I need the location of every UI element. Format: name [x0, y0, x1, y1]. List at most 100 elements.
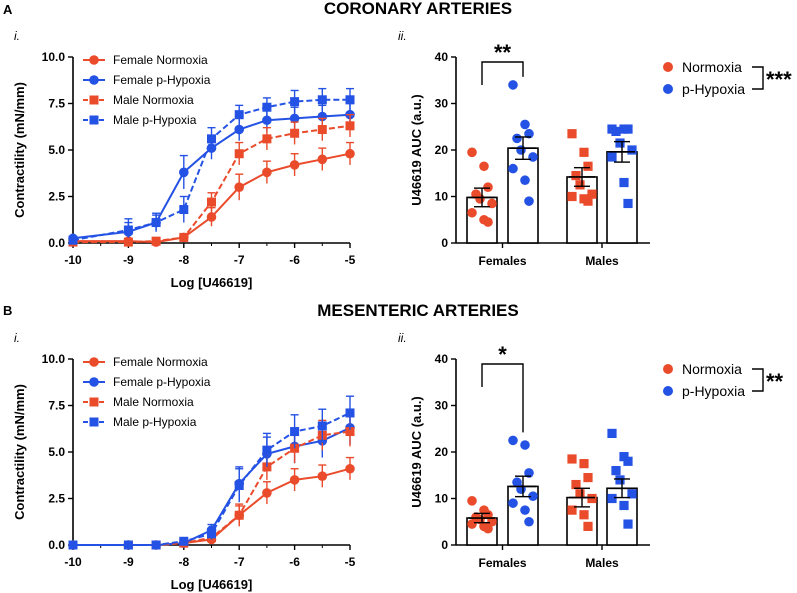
- x-tick-label: -10: [64, 253, 82, 267]
- data-point: [262, 445, 272, 455]
- data-point: [524, 516, 534, 527]
- y-tick-label: 40: [435, 352, 449, 366]
- data-point: [487, 198, 497, 209]
- series-line: [73, 426, 351, 546]
- panel-letter-b: B: [3, 303, 12, 318]
- legend-marker: [89, 357, 99, 367]
- y-axis-label: Contractility (mN/mm): [12, 82, 27, 218]
- bar: [606, 151, 638, 244]
- data-point: [289, 113, 300, 124]
- panel-a-i-label: i.: [14, 29, 20, 43]
- data-point: [290, 97, 300, 107]
- data-point: [68, 235, 78, 245]
- y-tick-label: 0.0: [48, 236, 65, 250]
- legend-marker: [663, 364, 673, 374]
- data-point: [179, 205, 189, 215]
- data-point: [516, 145, 526, 155]
- data-point: [317, 125, 327, 135]
- data-point: [619, 500, 629, 511]
- legend-marker: [89, 397, 99, 407]
- data-point: [234, 480, 244, 490]
- y-tick-label: 2.5: [48, 190, 65, 204]
- y-tick-label: 10: [435, 190, 449, 204]
- data-point: [528, 152, 538, 162]
- mesenteric-bar-chart: 0 10 20 30 40 U46619 AUC (a.u.) Females Males * N…: [409, 342, 784, 570]
- data-point: [345, 148, 355, 159]
- data-point: [524, 196, 534, 206]
- significance-label: *: [498, 342, 507, 367]
- data-point: [234, 110, 244, 120]
- panel-b-ii-label: ii.: [398, 331, 407, 345]
- data-point: [567, 191, 577, 202]
- data-point: [623, 519, 633, 529]
- data-point: [345, 463, 355, 474]
- x-tick-label: -7: [234, 555, 245, 569]
- data-point: [508, 80, 518, 90]
- legend-label: p-Hypoxia: [682, 383, 745, 399]
- coronary-bar-chart: 0 10 20 30 40 U46619 AUC (a.u.) Females Males **…: [409, 40, 792, 268]
- data-point: [520, 175, 530, 186]
- data-point: [483, 523, 493, 534]
- y-tick-label: 10.0: [42, 352, 66, 366]
- data-point: [611, 466, 621, 476]
- data-point: [583, 521, 593, 531]
- y-tick-label: 5.0: [48, 143, 65, 157]
- data-point: [151, 540, 161, 550]
- data-point: [579, 147, 589, 157]
- data-point: [623, 456, 633, 466]
- significance-label: **: [494, 40, 512, 65]
- data-point: [508, 163, 518, 174]
- data-point: [234, 182, 244, 192]
- data-point: [524, 128, 534, 139]
- y-tick-label: 20: [435, 143, 449, 157]
- y-tick-label: 0.0: [48, 538, 65, 552]
- x-tick-label: -5: [345, 253, 356, 267]
- category-label: Females: [478, 556, 526, 570]
- panel-a-ii-label: ii.: [398, 29, 407, 43]
- data-point: [207, 197, 216, 207]
- data-point: [520, 505, 530, 515]
- data-point: [467, 496, 477, 506]
- series-line: [73, 430, 351, 546]
- x-tick-label: -7: [234, 253, 245, 267]
- data-point: [512, 133, 522, 144]
- data-point: [290, 128, 300, 138]
- y-tick-label: 30: [435, 97, 449, 111]
- x-axis-label: Log [U46619]: [171, 275, 253, 290]
- data-point: [179, 167, 189, 178]
- data-point: [290, 427, 300, 437]
- category-label: Males: [585, 556, 619, 570]
- data-point: [623, 198, 633, 209]
- coronary-line-chart: 0.0 2.5 5.0 7.5 10.0 -10 -9 -8 -7 -6 -5 Log [U46619…: [12, 50, 356, 290]
- data-point: [179, 536, 189, 546]
- data-point: [615, 138, 625, 148]
- legend-label: Female p-Hypoxia: [113, 375, 211, 389]
- data-point: [68, 540, 78, 550]
- significance-bracket: [481, 61, 524, 85]
- data-point: [234, 510, 244, 520]
- data-point: [508, 435, 518, 446]
- data-point: [234, 149, 244, 159]
- section-title-mesenteric: MESENTERIC ARTERIES: [317, 301, 519, 320]
- data-point: [587, 493, 597, 504]
- legend-marker: [663, 84, 673, 94]
- data-point: [289, 160, 300, 170]
- data-point: [623, 124, 633, 134]
- series-male-p-hypoxia: [68, 395, 355, 550]
- x-tick-label: -8: [178, 555, 189, 569]
- data-point: [528, 491, 538, 501]
- y-tick-label: 10: [435, 492, 449, 506]
- data-point: [524, 468, 534, 478]
- data-point: [567, 454, 577, 464]
- data-point: [262, 115, 272, 126]
- data-point: [317, 95, 327, 105]
- legend-label: Male p-Hypoxia: [113, 415, 197, 429]
- y-tick-label: 20: [435, 445, 449, 459]
- data-point: [520, 119, 530, 130]
- category-label: Males: [585, 254, 619, 268]
- section-title-coronary: CORONARY ARTERIES: [324, 0, 512, 18]
- data-point: [151, 218, 161, 228]
- legend-marker: [89, 75, 99, 85]
- legend-label: Female Normoxia: [113, 355, 208, 369]
